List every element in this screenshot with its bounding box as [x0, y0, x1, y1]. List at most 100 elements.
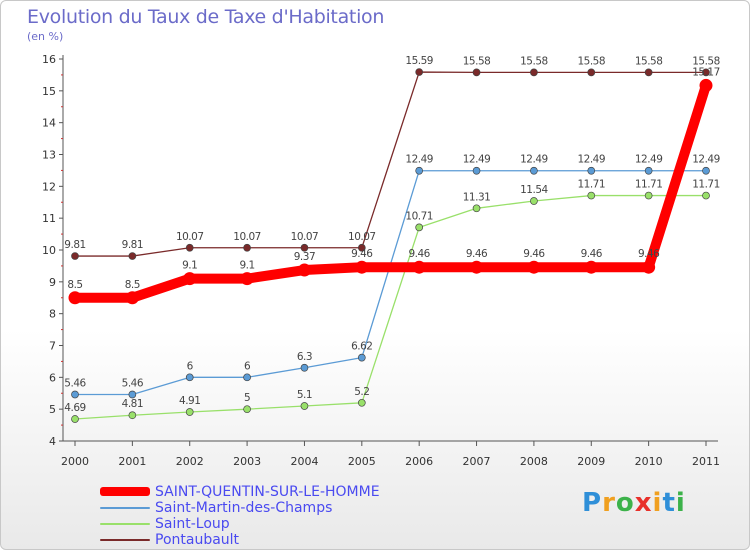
logo-letter: o [615, 488, 635, 518]
series-3-point [128, 252, 137, 260]
series-1-data-label: 12.49 [463, 154, 491, 166]
series-3-data-label: 15.58 [577, 55, 605, 67]
series-2-point [300, 402, 309, 410]
series-2-point [472, 204, 481, 213]
x-tick-label: 2001 [118, 455, 146, 468]
series-0-data-label: 9.46 [408, 248, 430, 260]
series-0-data-label: 9.37 [294, 251, 315, 263]
series-3-data-label: 9.81 [64, 239, 85, 251]
series-0-point [240, 272, 254, 286]
series-line-0 [70, 80, 711, 303]
series-1-data-label: 12.49 [405, 154, 433, 166]
x-tick-label: 2002 [176, 455, 204, 468]
series-1-data-label: 6.62 [351, 341, 372, 353]
series-0-data-label: 8.5 [67, 279, 82, 291]
series-line-3 [74, 71, 707, 257]
series-0-point [68, 291, 82, 305]
series-1-point [702, 166, 710, 175]
x-tick-label: 2004 [290, 455, 318, 468]
y-tick-label: 15 [42, 85, 56, 98]
legend-label: Pontaubault [155, 532, 240, 548]
series-3-data-label: 15.58 [692, 55, 720, 67]
series-1-data-label: 12.49 [520, 154, 548, 166]
legend-label: SAINT-QUENTIN-SUR-LE-HOMME [155, 484, 380, 500]
series-0-data-label: 15.17 [692, 66, 720, 78]
series-2-point [530, 197, 538, 205]
series-0-data-label: 9.1 [239, 260, 254, 272]
series-3-point [243, 243, 251, 252]
series-1-data-label: 12.49 [635, 154, 663, 166]
series-1-point [587, 166, 596, 175]
series-3-point [300, 243, 309, 252]
series-2-data-label: 5 [244, 392, 250, 404]
series-3-data-label: 10.07 [291, 231, 319, 243]
series-1-point [530, 166, 538, 175]
chart-subtitle: (en %) [27, 30, 64, 43]
series-2-data-label: 11.71 [692, 179, 720, 191]
series-1-data-label: 12.49 [577, 154, 605, 166]
series-1-point [357, 353, 366, 362]
series-line-2 [74, 194, 707, 420]
series-2-point [128, 411, 137, 420]
legend-label: Saint-Loup [155, 516, 230, 532]
logo-letter: t [662, 488, 676, 518]
series-2-data-label: 4.69 [64, 402, 85, 414]
series-3-point [185, 243, 194, 252]
series-3-data-label: 9.81 [122, 239, 143, 251]
series-1-data-label: 5.46 [122, 378, 144, 390]
logo-letter: i [675, 488, 686, 518]
series-2-data-label: 4.91 [179, 395, 200, 407]
series-3-data-label: 10.07 [233, 231, 261, 243]
series-2-data-label: 10.71 [405, 210, 433, 222]
series-1-point [128, 390, 137, 399]
series-0-point [183, 272, 197, 286]
series-3-data-label: 15.59 [405, 55, 433, 67]
series-3-data-label: 10.07 [348, 231, 376, 243]
chart-title: Evolution du Taux de Taxe d'Habitation [27, 6, 385, 28]
series-0-point [527, 260, 541, 274]
series-3-point [702, 68, 710, 77]
series-1-point [644, 166, 653, 175]
series-3-point [644, 68, 653, 77]
series-1-data-label: 6.3 [297, 351, 312, 363]
logo-letter: i [652, 488, 663, 518]
y-tick-label: 4 [49, 435, 56, 448]
series-3-point [587, 68, 596, 77]
series-3-point [71, 252, 79, 260]
series-1-point [71, 390, 79, 399]
series-3-data-label: 15.58 [463, 55, 491, 67]
series-2-point [702, 191, 710, 200]
series-3-point [415, 68, 424, 76]
series-0-point [699, 78, 713, 92]
legend-swatch [100, 487, 150, 496]
series-2-data-label: 11.54 [520, 184, 548, 196]
series-0-point [584, 260, 598, 274]
series-2-point [357, 398, 366, 407]
x-tick-label: 2010 [635, 455, 663, 468]
series-0-point [297, 263, 311, 277]
proxiti-logo: Proxiti [582, 488, 686, 518]
logo-letter: r [602, 488, 616, 518]
series-3-data-label: 10.07 [176, 231, 204, 243]
y-tick-label: 9 [49, 276, 56, 289]
series-3-point [472, 68, 481, 77]
x-tick-label: 2011 [692, 455, 720, 468]
series-0-point [355, 260, 369, 274]
series-0-point [470, 260, 484, 274]
y-tick-label: 8 [49, 308, 56, 321]
series-2-point [71, 415, 79, 423]
y-tick-label: 7 [49, 340, 56, 353]
legend-label: Saint-Martin-des-Champs [155, 500, 333, 516]
series-2-data-label: 11.71 [577, 179, 605, 191]
series-3-data-label: 15.58 [635, 55, 663, 67]
series-2-point [185, 408, 194, 416]
y-tick-label: 5 [49, 403, 56, 416]
series-2-data-label: 11.71 [635, 179, 663, 191]
series-0-point [412, 260, 426, 274]
y-tick-label: 16 [42, 53, 56, 66]
y-tick-label: 13 [42, 149, 56, 162]
series-0-data-label: 9.46 [523, 248, 545, 260]
series-1-point [300, 363, 309, 372]
series-3-point [357, 243, 366, 252]
